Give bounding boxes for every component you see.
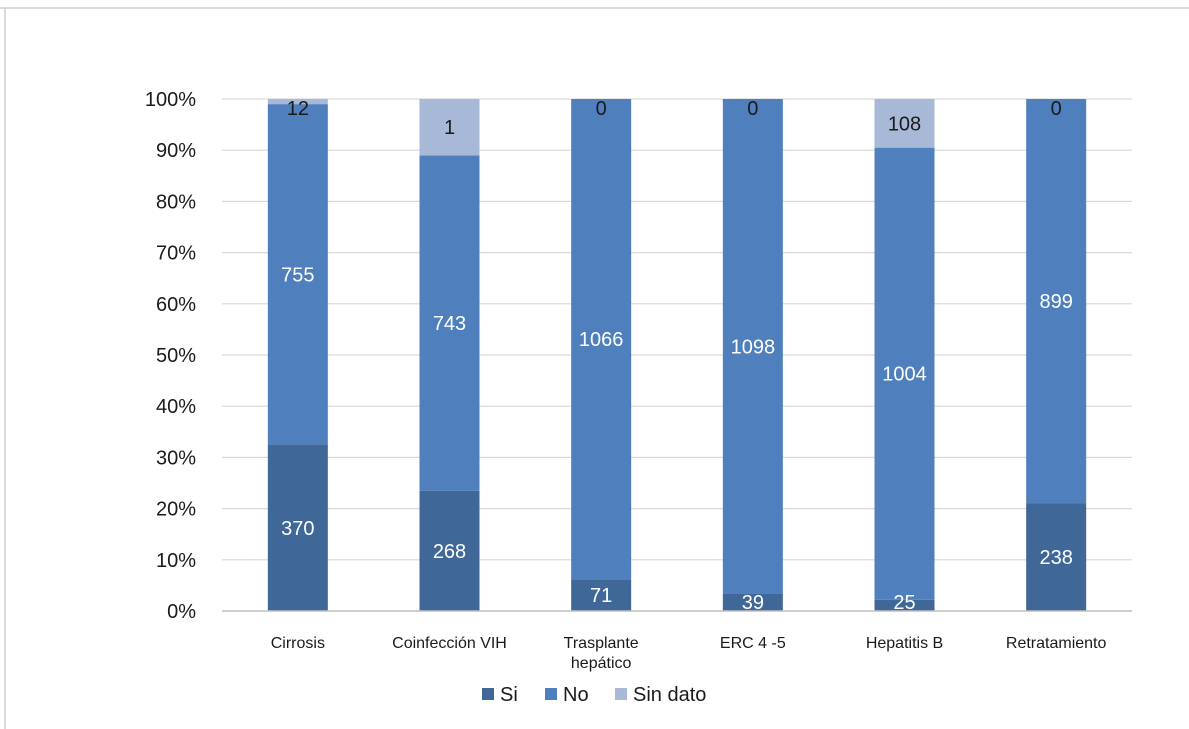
bar-si-5 bbox=[1026, 503, 1087, 611]
y-tick-label: 90% bbox=[156, 140, 196, 162]
data-label-no: 755 bbox=[281, 264, 314, 286]
x-category-label: Coinfección VIH bbox=[392, 635, 507, 652]
y-tick-label: 20% bbox=[156, 499, 196, 521]
bar-no-1 bbox=[419, 155, 480, 491]
data-label-no: 1098 bbox=[731, 336, 776, 358]
x-category-label: Trasplante hepático bbox=[564, 635, 639, 672]
data-label-sin-dato: 108 bbox=[888, 113, 921, 135]
legend-label-no: No bbox=[563, 684, 589, 706]
y-tick-label: 50% bbox=[156, 345, 196, 367]
y-tick-label: 80% bbox=[156, 191, 196, 213]
data-label-sin-dato: 1 bbox=[444, 117, 455, 139]
bar-sin-dato-0 bbox=[267, 99, 328, 105]
bar-no-4 bbox=[874, 147, 935, 600]
data-label-sin-dato: 0 bbox=[596, 98, 607, 120]
data-label-si: 25 bbox=[893, 592, 915, 614]
y-tick-label: 0% bbox=[167, 601, 196, 623]
bar-si-2 bbox=[571, 579, 632, 611]
data-label-no: 899 bbox=[1039, 291, 1072, 313]
gridlines bbox=[222, 98, 1132, 561]
x-category-label: Retratamiento bbox=[1006, 635, 1107, 652]
data-label-sin-dato: 12 bbox=[287, 98, 309, 120]
y-tick-label: 100% bbox=[145, 89, 196, 111]
bar-sin-dato-1 bbox=[419, 99, 480, 156]
data-label-si: 71 bbox=[590, 585, 612, 607]
data-label-no: 1004 bbox=[882, 364, 927, 386]
y-tick-label: 70% bbox=[156, 243, 196, 265]
data-label-si: 268 bbox=[433, 541, 466, 563]
bar-no-5 bbox=[1026, 99, 1087, 504]
bar-si-3 bbox=[722, 593, 783, 611]
bar-no-0 bbox=[267, 104, 328, 445]
x-category-label: Hepatitis B bbox=[866, 635, 943, 652]
data-label-si: 238 bbox=[1039, 547, 1072, 569]
y-tick-label: 30% bbox=[156, 447, 196, 469]
legend: Si No Sin dato bbox=[482, 684, 706, 706]
data-label-si: 39 bbox=[742, 592, 764, 614]
y-tick-label: 40% bbox=[156, 396, 196, 418]
axes: 0% 10% 20% 30% 40% 50% 60% 70% 80% 90% 100% Cirrosi… bbox=[145, 89, 1132, 672]
bar-si-1 bbox=[419, 490, 480, 611]
bar-sin-dato-4 bbox=[874, 99, 935, 148]
data-label-no: 743 bbox=[433, 313, 466, 335]
legend-swatch-si bbox=[482, 688, 494, 700]
legend-swatch-sin-dato bbox=[615, 688, 627, 700]
data-label-sin-dato: 0 bbox=[1051, 98, 1062, 120]
bar-no-2 bbox=[571, 99, 632, 580]
legend-label-si: Si bbox=[500, 684, 518, 706]
bars bbox=[267, 99, 1087, 611]
data-label-sin-dato: 0 bbox=[747, 98, 758, 120]
data-label-no: 1066 bbox=[579, 329, 624, 351]
x-category-label: Cirrosis bbox=[271, 635, 325, 652]
data-labels: 370 755 12 268 743 1 71 1066 0 39 1098 0 25 1004 108 23… bbox=[281, 98, 1073, 614]
legend-swatch-no bbox=[545, 688, 557, 700]
y-tick-label: 10% bbox=[156, 550, 196, 572]
bar-si-4 bbox=[874, 599, 935, 611]
bar-si-0 bbox=[267, 444, 328, 611]
x-category-label: ERC 4 -5 bbox=[720, 635, 786, 652]
bar-no-3 bbox=[722, 99, 783, 594]
data-label-si: 370 bbox=[281, 518, 314, 540]
legend-label-sin-dato: Sin dato bbox=[633, 684, 706, 706]
y-tick-label: 60% bbox=[156, 294, 196, 316]
